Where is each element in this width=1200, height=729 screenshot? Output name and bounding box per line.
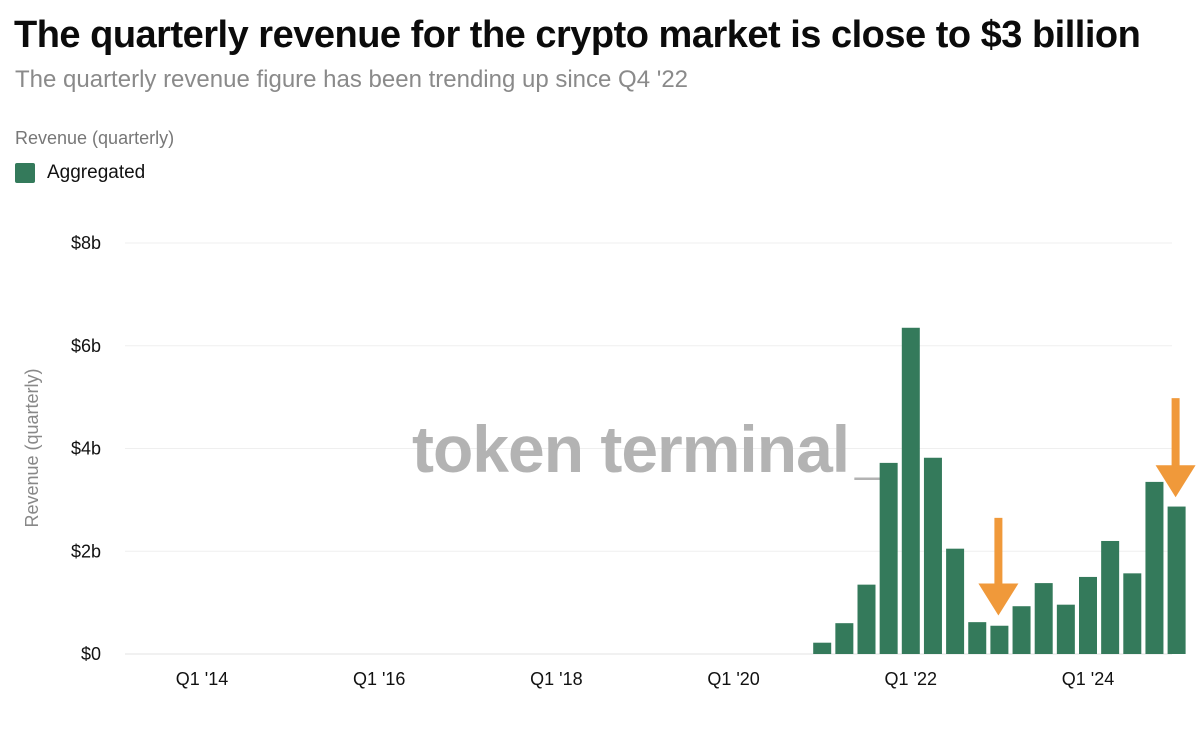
bar[interactable] [1145, 481, 1164, 654]
annotation-arrow [1155, 398, 1196, 498]
watermark-text: token terminal [412, 412, 849, 486]
bar[interactable] [835, 623, 854, 654]
bar[interactable] [1056, 604, 1075, 654]
y-tick-label: $6b [71, 336, 101, 356]
bars [813, 327, 1186, 654]
annotation-arrow [978, 517, 1019, 616]
arrow-shaft [994, 517, 1003, 585]
y-tick-label: $2b [71, 541, 101, 561]
bar[interactable] [901, 327, 920, 654]
bar[interactable] [1012, 606, 1031, 654]
x-tick-label: Q1 '16 [353, 669, 405, 689]
bar[interactable] [923, 457, 942, 654]
bar[interactable] [1079, 576, 1097, 654]
bar[interactable] [990, 625, 1009, 654]
x-tick-label: Q1 '22 [885, 669, 937, 689]
arrow-shaft [1171, 398, 1180, 467]
y-tick-label: $8b [71, 233, 101, 253]
y-tick-label: $0 [81, 644, 101, 664]
bar[interactable] [1123, 573, 1142, 654]
bar[interactable] [857, 584, 876, 654]
series-label: Revenue (quarterly) [15, 128, 175, 148]
y-axis-ticks: $0 $2b $4b $6b $8b [71, 233, 101, 664]
chart-subtitle: The quarterly revenue figure has been tr… [15, 66, 689, 93]
watermark: token terminal _ [412, 412, 894, 486]
x-tick-label: Q1 '20 [707, 669, 759, 689]
y-axis-title: Revenue (quarterly) [22, 368, 42, 527]
bar[interactable] [968, 622, 987, 654]
arrow-head [1155, 465, 1196, 498]
x-tick-label: Q1 '18 [530, 669, 582, 689]
annotation-arrows [978, 398, 1196, 616]
arrow-head [978, 583, 1019, 616]
bar[interactable] [1167, 506, 1186, 654]
legend-label[interactable]: Aggregated [47, 162, 146, 183]
bar[interactable] [946, 548, 965, 654]
x-tick-label: Q1 '14 [176, 669, 228, 689]
x-axis-ticks: Q1 '14 Q1 '16 Q1 '18 Q1 '20 Q1 '22 Q1 '24 [176, 669, 1114, 689]
legend-swatch [15, 163, 35, 183]
x-tick-label: Q1 '24 [1062, 669, 1114, 689]
bar[interactable] [1034, 583, 1053, 654]
chart-title: The quarterly revenue for the crypto mar… [14, 14, 1141, 56]
bar[interactable] [879, 462, 898, 654]
y-tick-label: $4b [71, 439, 101, 459]
legend[interactable]: Aggregated [15, 162, 145, 184]
bar[interactable] [813, 642, 832, 654]
bar[interactable] [1101, 540, 1120, 654]
